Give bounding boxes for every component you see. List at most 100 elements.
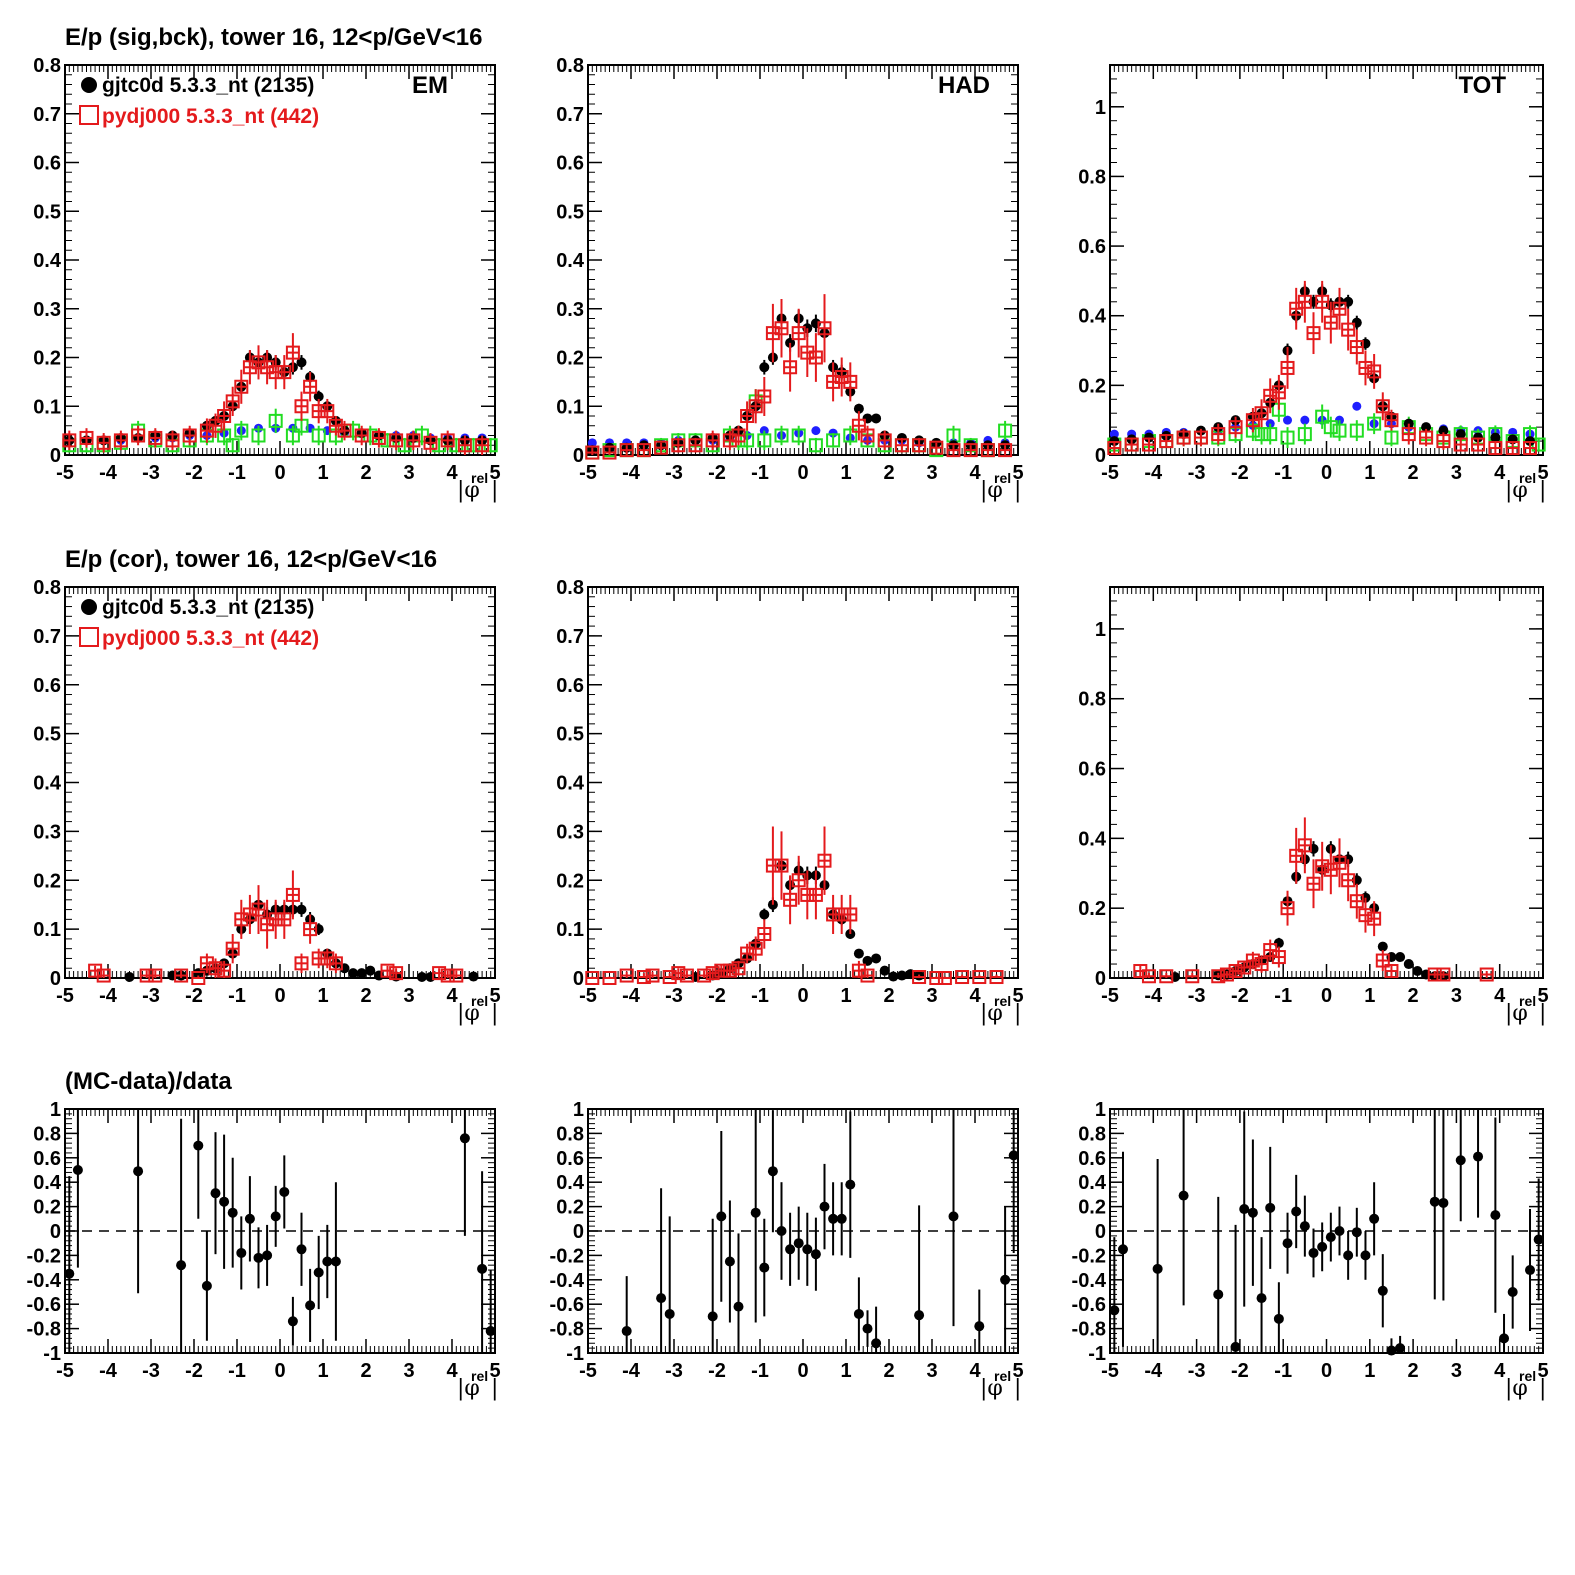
y-tick-label: 0.7: [33, 626, 61, 648]
x-tick-label: 4: [446, 1360, 458, 1382]
row-title-ratio: (MC-data)/data: [65, 1068, 232, 1095]
ratio-point: [270, 1211, 281, 1222]
x-tick-label: 1: [840, 1360, 851, 1382]
x-tick-label: -2: [185, 985, 203, 1007]
legend-row2: gjtc0d 5.3.3_nt (2135) pydj000 5.3.3_nt …: [79, 596, 319, 650]
ratio-point: [914, 1310, 925, 1321]
mc-point: [585, 445, 600, 460]
mc-point: [337, 423, 352, 438]
mc-point: [1193, 430, 1208, 445]
y-tick-label: 0: [573, 968, 584, 990]
mc-point: [1280, 360, 1295, 375]
y-tick-label: -0.2: [27, 1245, 61, 1267]
bck-mc-point: [251, 428, 266, 443]
y-tick-label: 0.6: [556, 1148, 584, 1170]
ratio-point: [1239, 1204, 1250, 1215]
ratio-point: [459, 1133, 470, 1144]
y-tick-label: 0: [1095, 1221, 1106, 1243]
x-tick-label: -1: [1274, 462, 1292, 484]
mc-point: [1523, 441, 1538, 456]
series-mc: [88, 870, 464, 985]
legend-data-marker: [81, 599, 97, 615]
mc-point: [1245, 953, 1260, 968]
x-tick-label: -5: [56, 985, 74, 1007]
ratio-point: [1351, 1227, 1362, 1238]
x-tick-label: 2: [360, 462, 371, 484]
mc-point: [380, 963, 395, 978]
x-tick-label: 2: [883, 985, 894, 1007]
x-tick-label: 2: [1408, 985, 1419, 1007]
y-tick-label: -0.8: [27, 1319, 61, 1341]
mc-point: [1254, 406, 1269, 421]
mc-point: [371, 430, 386, 445]
ratio-point: [724, 1256, 735, 1267]
mc-point: [1263, 388, 1278, 403]
y-tick-label: 0.5: [33, 724, 61, 746]
ratio-point: [227, 1207, 238, 1218]
y-tick-label: 0.6: [556, 153, 584, 175]
x-tick-label: -1: [228, 1360, 246, 1382]
ratio-point: [656, 1293, 667, 1304]
data-point: [1421, 422, 1432, 433]
mc-point: [1306, 876, 1321, 891]
x-tick-label: -5: [56, 462, 74, 484]
ratio-point: [1334, 1226, 1345, 1236]
mc-point: [1367, 911, 1382, 926]
y-tick-label: 0.8: [1078, 689, 1106, 711]
mc-point: [1211, 427, 1226, 442]
y-tick-label: 1: [1095, 619, 1106, 641]
ratio-point: [1152, 1263, 1163, 1274]
x-tick-label: 3: [403, 462, 414, 484]
x-tick-label: 5: [489, 985, 500, 1007]
ratio-point: [819, 1201, 830, 1212]
ratio-point: [776, 1226, 787, 1236]
x-tick-label: -4: [99, 1360, 118, 1382]
y-tick-label: 0.4: [556, 250, 585, 272]
legend-row1: gjtc0d 5.3.3_nt (2135) pydj000 5.3.3_nt …: [79, 74, 319, 128]
mc-point: [225, 941, 240, 956]
mc-point: [303, 922, 318, 937]
bck-mc-point: [740, 433, 755, 448]
ratio-point: [1455, 1155, 1466, 1166]
ratio-point: [219, 1196, 230, 1207]
mc-point: [457, 438, 472, 453]
mc-point: [1341, 322, 1356, 337]
x-tick-label: 4: [1494, 985, 1506, 1007]
x-tick-label: 4: [1494, 1360, 1506, 1382]
ratio-point: [485, 1326, 496, 1337]
data-point: [853, 948, 864, 959]
ratio-point: [236, 1247, 247, 1258]
mc-point: [88, 963, 103, 978]
ratio-point: [1109, 1305, 1120, 1316]
y-tick-label: 0.2: [1078, 375, 1106, 397]
panel-row1-EM: -5 -4 -3 -2 -1 0 1 2 3 4 5 0 0.1 0.2 0.3 0.4 0.5 0.6 0.7 0.…: [33, 55, 500, 503]
x-tick-label: 0: [1321, 462, 1332, 484]
x-tick-label: -1: [751, 985, 769, 1007]
mc-point: [1358, 360, 1373, 375]
mc-point: [808, 350, 823, 365]
ratio-point: [733, 1301, 744, 1312]
ratio-point: [1395, 1343, 1406, 1354]
x-axis-title-sup: rel: [471, 993, 488, 1009]
mc-point: [389, 433, 404, 448]
ratio-point: [253, 1252, 264, 1263]
x-tick-label: 1: [840, 985, 851, 1007]
mc-point: [946, 443, 961, 458]
x-tick-label: 2: [360, 1360, 371, 1382]
bck-mc-point: [791, 428, 806, 443]
x-tick-label: 5: [1537, 985, 1548, 1007]
x-tick-label: 2: [1408, 1360, 1419, 1382]
x-tick-label: -5: [56, 1360, 74, 1382]
mc-point: [731, 961, 746, 976]
y-tick-label: -0.4: [1072, 1270, 1107, 1292]
mc-point: [182, 428, 197, 443]
data-point: [124, 972, 135, 983]
y-tick-label: 0.6: [33, 153, 61, 175]
bck-mc-point: [1263, 427, 1278, 442]
ratio-point: [836, 1213, 847, 1224]
x-tick-label: -3: [665, 462, 683, 484]
series-ratio: [64, 1109, 496, 1353]
ratio-point: [287, 1316, 298, 1327]
panel-tag-had: HAD: [938, 72, 990, 99]
mc-point: [1436, 967, 1451, 982]
